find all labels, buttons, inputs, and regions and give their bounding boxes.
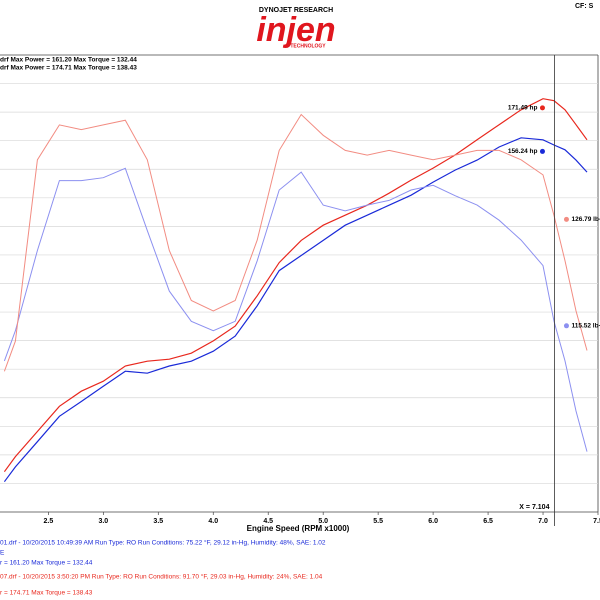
readout-label: 115.52 lb-ft [571,323,600,330]
footer-line: 07.drf - 10/20/2015 3:50:20 PM Run Type:… [0,573,323,581]
readout-dot [563,216,569,222]
series-line [3,137,588,483]
x-tick-label: 6.5 [483,518,493,525]
x-tick-label: 3.0 [98,518,108,525]
x-tick-label: 3.5 [153,518,163,525]
x-tick-label: 5.5 [373,518,383,525]
x-tick-label: 4.0 [208,518,218,525]
footer-line: r = 161.20 Max Torque = 132.44 [0,560,93,567]
readout-dot [539,105,545,111]
x-tick-label: 4.5 [263,518,273,525]
footer-line: E [0,550,5,557]
footer-line: 01.drf - 10/20/2015 10:49:39 AM Run Type… [0,539,326,547]
footer-line: r = 174.71 Max Torque = 138.43 [0,590,93,597]
readout-dot [539,148,545,154]
cursor-label: X = 7.104 [519,504,549,511]
series-line [3,167,588,452]
readout-dot [563,323,569,329]
summary-line: drf Max Power = 174.71 Max Torque = 138.… [0,65,137,72]
x-tick-label: 2.5 [44,518,54,525]
readout-label: 156.24 hp [508,148,538,155]
x-tick-label: 7.0 [538,518,548,525]
x-tick-label: 7.5 [593,518,600,525]
logo-sub: TECHNOLOGY [290,43,326,49]
x-tick-label: 5.0 [318,518,328,525]
series-line [3,98,588,473]
series-line [3,113,588,372]
readout-label: 171.49 hp [508,105,538,112]
readout-label: 126.79 lb-ft [571,216,600,223]
summary-line: drf Max Power = 161.20 Max Torque = 132.… [0,57,137,64]
x-tick-label: 6.0 [428,518,438,525]
corner-label: CF: S [575,3,594,10]
brand: DYNOJET RESEARCH [259,7,333,14]
x-axis-label: Engine Speed (RPM x1000) [247,524,350,533]
logo: injen [256,11,335,49]
